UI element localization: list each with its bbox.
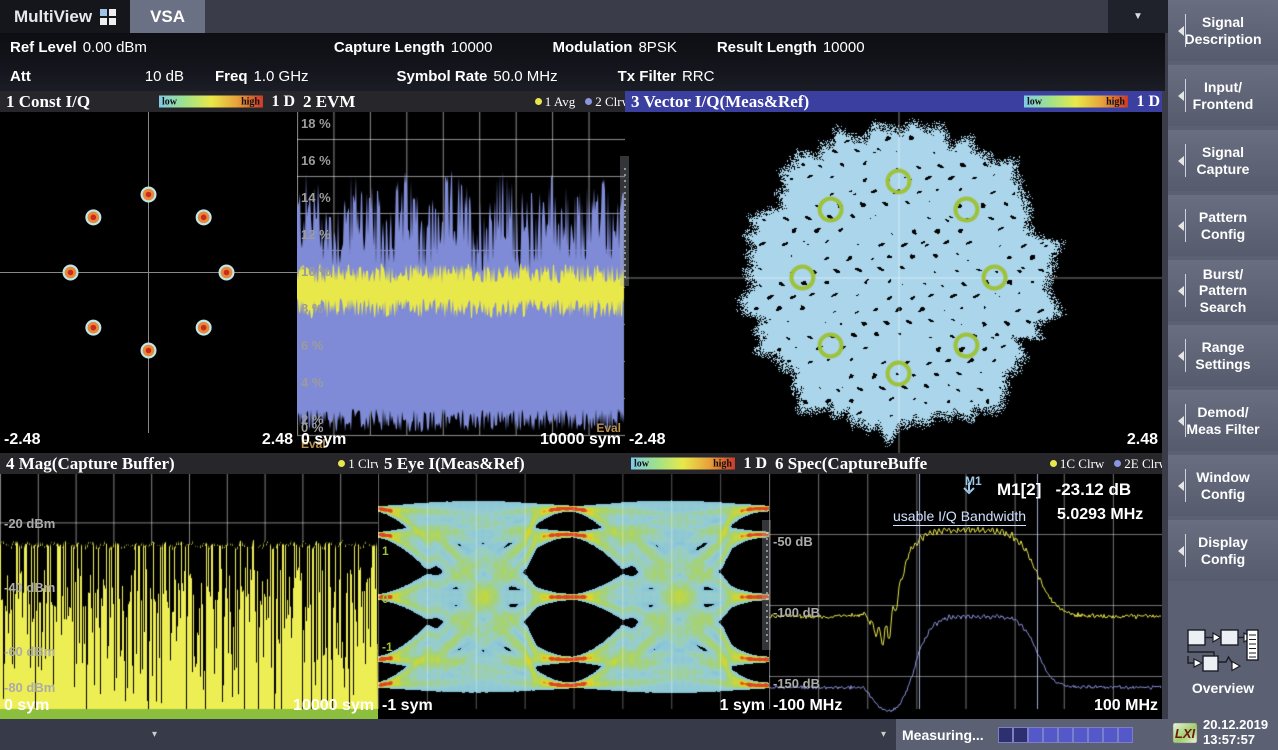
svg-text:LXI: LXI [1175, 726, 1196, 741]
